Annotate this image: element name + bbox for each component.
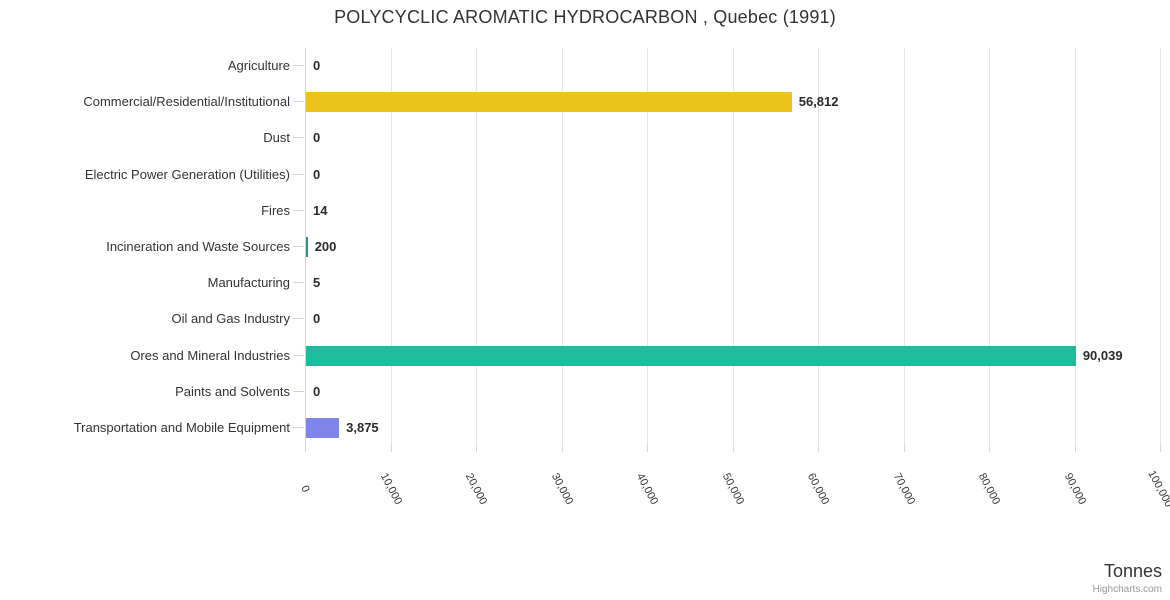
x-axis-tick (1160, 446, 1161, 452)
x-tick-label: 90,000 (1061, 471, 1088, 507)
x-tick-label: 60,000 (804, 471, 832, 507)
category-axis-tick (293, 318, 304, 319)
x-axis-tick (647, 446, 648, 452)
category-label: Electric Power Generation (Utilities) (84, 166, 290, 182)
chart-title: POLYCYCLIC AROMATIC HYDROCARBON , Quebec… (334, 7, 836, 27)
category-label: Fires (261, 202, 290, 218)
value-label: 200 (314, 239, 337, 254)
category-axis-tick (293, 391, 304, 392)
x-axis-tick (903, 446, 905, 452)
x-tick-label: 50,000 (719, 471, 746, 507)
value-label: 3,875 (346, 419, 379, 435)
x-tick-label: 10,000 (377, 471, 404, 507)
bar[interactable] (306, 417, 340, 438)
x-axis-tick (1074, 446, 1076, 452)
gridline (390, 48, 392, 446)
gridline (476, 48, 477, 446)
x-tick-label: 40,000 (633, 471, 661, 507)
x-tick-label: 70,000 (890, 471, 917, 507)
category-axis-tick (293, 210, 304, 211)
value-label: 14 (313, 202, 328, 218)
value-label: 0 (313, 58, 321, 74)
x-axis-tick (818, 446, 819, 452)
bar[interactable] (306, 92, 792, 113)
category-label: Commercial/Residential/Institutional (83, 94, 290, 110)
category-axis-tick (293, 101, 304, 102)
value-label: 90,039 (1082, 347, 1123, 363)
category-axis-tick (293, 174, 304, 175)
category-label: Agriculture (227, 58, 290, 74)
bar[interactable] (306, 237, 308, 257)
value-label: 5 (313, 275, 321, 291)
highcharts-credit[interactable]: Highcharts.com (1092, 584, 1162, 595)
gridline (1074, 48, 1076, 446)
x-axis-tick (989, 446, 990, 452)
value-label: 0 (313, 311, 321, 327)
category-label: Ores and Mineral Industries (130, 347, 290, 363)
category-axis-tick (293, 282, 304, 283)
x-tick-label: 0 (298, 483, 312, 495)
x-tick-label: 80,000 (975, 471, 1003, 507)
x-axis-tick (390, 446, 392, 452)
gridline (989, 48, 990, 446)
value-label: 0 (313, 383, 321, 399)
x-axis-tick (305, 446, 306, 452)
gridline (647, 48, 648, 446)
category-label: Manufacturing (207, 275, 290, 291)
gridline (818, 48, 819, 446)
x-axis-tick (561, 446, 563, 452)
value-label: 0 (313, 166, 321, 182)
bar[interactable] (306, 345, 1076, 366)
category-label: Incineration and Waste Sources (106, 239, 290, 254)
gridline (1160, 48, 1161, 446)
category-axis-tick (293, 137, 304, 138)
category-axis-tick (293, 427, 304, 428)
x-tick-label: 100,000 (1145, 468, 1170, 510)
category-label: Oil and Gas Industry (171, 311, 291, 327)
category-axis-tick (293, 246, 304, 247)
category-axis-tick (293, 65, 304, 66)
gridline (903, 48, 905, 446)
gridline (732, 48, 734, 446)
value-label: 0 (313, 130, 321, 146)
category-axis-tick (293, 355, 304, 356)
x-axis-title: Tonnes (1103, 561, 1162, 581)
value-label: 56,812 (798, 94, 839, 110)
x-tick-label: 20,000 (462, 471, 490, 507)
gridline (561, 48, 563, 446)
x-tick-label: 30,000 (548, 471, 575, 507)
x-axis-tick (476, 446, 477, 452)
x-axis-tick (732, 446, 734, 452)
category-axis-line (305, 48, 306, 446)
category-label: Dust (263, 130, 290, 146)
category-label: Paints and Solvents (175, 383, 290, 399)
category-label: Transportation and Mobile Equipment (73, 419, 290, 435)
